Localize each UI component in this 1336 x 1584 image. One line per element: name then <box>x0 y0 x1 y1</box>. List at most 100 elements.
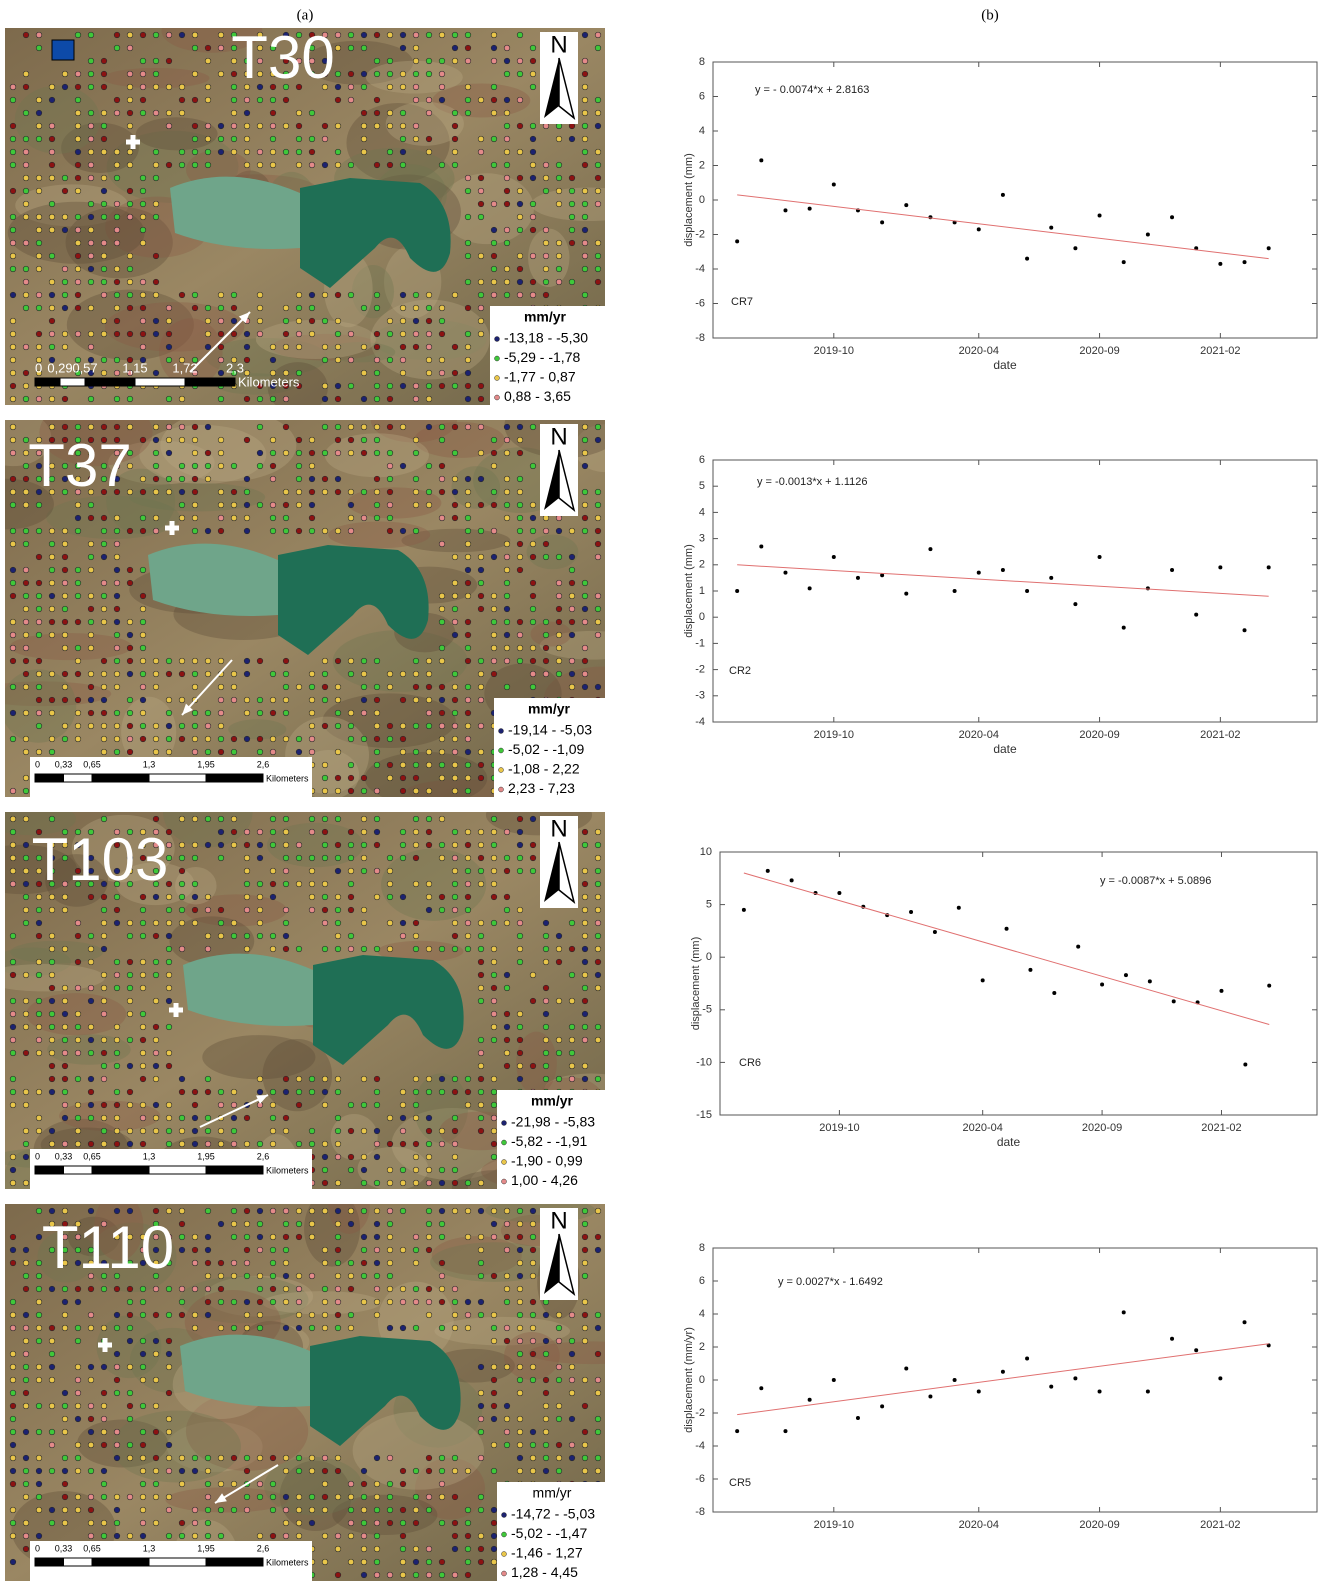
measurement-point <box>114 227 120 233</box>
measurement-point <box>517 227 523 233</box>
measurement-point <box>413 97 419 103</box>
measurement-point <box>309 1455 315 1461</box>
measurement-point <box>257 318 263 324</box>
measurement-point <box>569 175 575 181</box>
measurement-point <box>283 697 289 703</box>
measurement-point <box>23 788 29 794</box>
measurement-point <box>348 1520 354 1526</box>
measurement-point <box>309 1312 315 1318</box>
measurement-point <box>569 201 575 207</box>
measurement-point <box>244 396 250 402</box>
measurement-point <box>530 123 536 129</box>
measurement-point <box>439 424 445 430</box>
measurement-point <box>582 998 588 1004</box>
measurement-point <box>413 45 419 51</box>
measurement-point <box>166 658 172 664</box>
measurement-point <box>296 502 302 508</box>
data-point <box>904 203 908 207</box>
measurement-point <box>322 697 328 703</box>
measurement-point <box>270 1234 276 1240</box>
measurement-point <box>49 1286 55 1292</box>
x-tick-label: 2020-09 <box>1082 1122 1122 1134</box>
measurement-point <box>322 489 328 495</box>
measurement-point <box>101 1011 107 1017</box>
measurement-point <box>257 710 263 716</box>
measurement-point <box>543 1442 549 1448</box>
measurement-point <box>192 1102 198 1108</box>
measurement-point <box>127 1102 133 1108</box>
measurement-point <box>361 842 367 848</box>
measurement-point <box>166 437 172 443</box>
measurement-point <box>387 775 393 781</box>
measurement-point <box>101 1037 107 1043</box>
scale-segment <box>64 774 93 782</box>
plot-frame <box>720 852 1317 1115</box>
measurement-point <box>101 266 107 272</box>
measurement-point <box>595 868 601 874</box>
measurement-point <box>205 1247 211 1253</box>
measurement-point <box>36 292 42 298</box>
measurement-point <box>322 881 328 887</box>
measurement-point <box>244 344 250 350</box>
data-point <box>1001 1370 1005 1374</box>
measurement-point <box>218 1455 224 1461</box>
measurement-point <box>140 985 146 991</box>
measurement-point <box>530 1351 536 1357</box>
measurement-point <box>257 1234 263 1240</box>
measurement-point <box>556 188 562 194</box>
scale-label: 1,72 <box>172 360 197 375</box>
data-point <box>928 1395 932 1399</box>
measurement-point <box>10 933 16 939</box>
measurement-point <box>517 253 523 259</box>
measurement-point <box>478 920 484 926</box>
measurement-point <box>49 632 55 638</box>
measurement-point <box>465 907 471 913</box>
measurement-point <box>205 1520 211 1526</box>
measurement-point <box>140 175 146 181</box>
measurement-point <box>10 1559 16 1565</box>
measurement-point <box>335 1273 341 1279</box>
measurement-point <box>530 1273 536 1279</box>
measurement-point <box>465 933 471 939</box>
measurement-point <box>127 201 133 207</box>
measurement-point <box>322 450 328 456</box>
equation: y = 0.0027*x - 1.6492 <box>778 1276 883 1288</box>
measurement-point <box>88 136 94 142</box>
legend-swatch <box>502 1160 507 1165</box>
measurement-point <box>491 1416 497 1422</box>
measurement-point <box>517 907 523 913</box>
measurement-point <box>478 253 484 259</box>
measurement-point <box>36 253 42 259</box>
terrain <box>15 86 100 154</box>
measurement-point <box>530 292 536 298</box>
measurement-point <box>153 1115 159 1121</box>
map-body: T103Nmm/yr-21,98 - -5,83-5,82 - -1,91-1,… <box>0 777 638 1223</box>
measurement-point <box>517 1221 523 1227</box>
measurement-point <box>153 175 159 181</box>
measurement-point <box>426 842 432 848</box>
measurement-point <box>140 279 146 285</box>
measurement-point <box>361 1520 367 1526</box>
measurement-point <box>10 1351 16 1357</box>
measurement-point <box>296 110 302 116</box>
measurement-point <box>439 1481 445 1487</box>
measurement-point <box>166 1351 172 1357</box>
legend-title: mm/yr <box>531 1093 574 1109</box>
measurement-point <box>101 658 107 664</box>
measurement-point <box>374 1481 380 1487</box>
measurement-point <box>23 868 29 874</box>
measurement-point <box>10 188 16 194</box>
measurement-point <box>335 946 341 952</box>
measurement-point <box>270 502 276 508</box>
y-axis-label: displacement (mm) <box>690 937 702 1031</box>
y-tick-label: 2 <box>699 559 705 571</box>
measurement-point <box>439 476 445 482</box>
measurement-point <box>335 123 341 129</box>
measurement-point <box>192 1247 198 1253</box>
measurement-point <box>556 266 562 272</box>
measurement-point <box>335 357 341 363</box>
measurement-point <box>62 71 68 77</box>
measurement-point <box>452 1546 458 1552</box>
measurement-point <box>270 1208 276 1214</box>
measurement-point <box>101 1102 107 1108</box>
